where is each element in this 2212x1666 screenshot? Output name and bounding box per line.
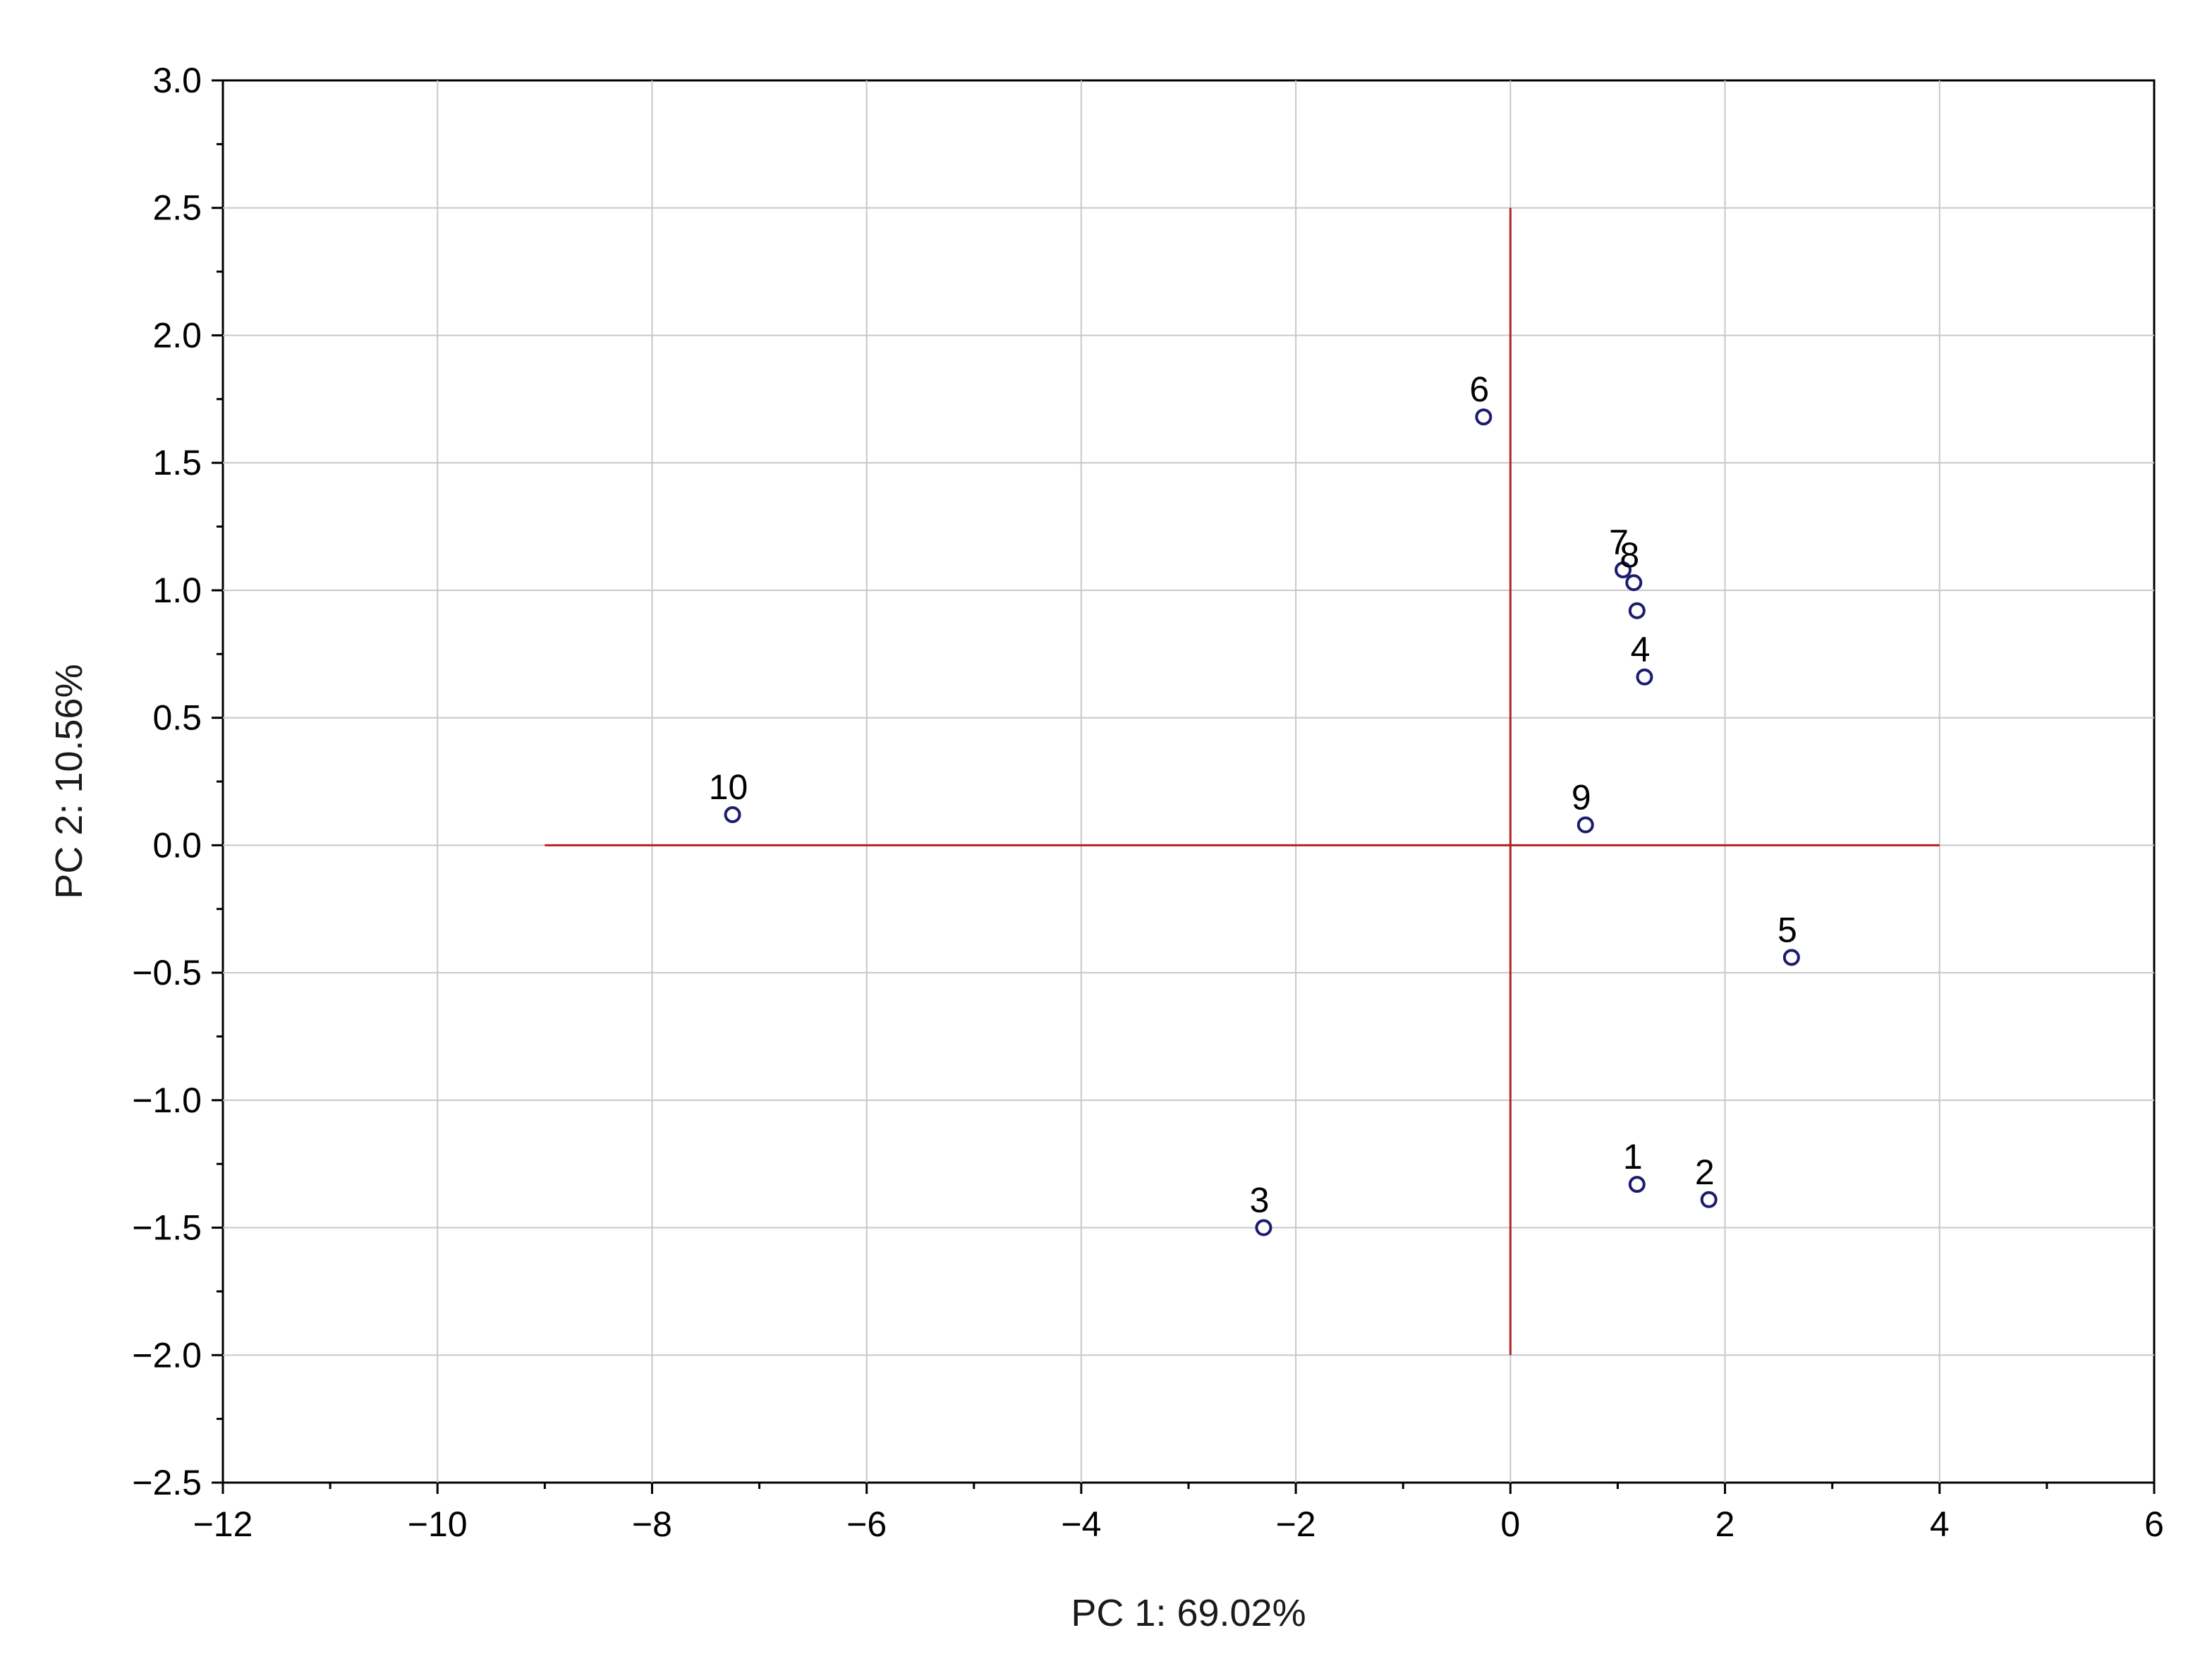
y-tick-label: 0.5	[152, 698, 202, 738]
scatter-point	[1625, 574, 1643, 592]
y-tick-label: 2.0	[152, 315, 202, 355]
y-tick-label: 2.5	[152, 188, 202, 228]
x-tick-label: −10	[408, 1504, 468, 1544]
scatter-point	[1636, 668, 1653, 686]
plot-frame	[221, 79, 2156, 1484]
y-tick-label: 1.0	[152, 571, 202, 610]
point-label: 5	[1778, 910, 1797, 949]
point-label: 6	[1469, 370, 1489, 409]
point-label: 10	[709, 767, 748, 807]
x-tick-label: −12	[193, 1504, 253, 1544]
y-tick-label: 1.5	[152, 443, 202, 482]
x-axis-title: PC 1: 69.02%	[1071, 1592, 1306, 1634]
x-tick-label: 0	[1500, 1504, 1520, 1544]
x-tick-label: −8	[632, 1504, 672, 1544]
x-tick-label: −2	[1276, 1504, 1316, 1544]
point-label: 4	[1631, 630, 1651, 669]
data-points: 1 2 3 4 5 6 78 9 10	[709, 370, 1800, 1236]
reference-lines	[545, 207, 1940, 1356]
point-label: 8	[1620, 535, 1639, 575]
y-tick-label: 3.0	[152, 61, 202, 100]
y-tick-label: −2.0	[132, 1335, 202, 1375]
scatter-point	[724, 805, 741, 823]
scatter-point	[1700, 1191, 1718, 1208]
x-tick-label: 2	[1715, 1504, 1735, 1544]
scatter-point	[1628, 602, 1646, 619]
scatter-point	[1255, 1219, 1272, 1236]
axis-ticks: −12 −10 −8 −6 −4 −2 0 2 4 6 −2.5 −2.0 −1.5 −1.0 −0.5 0.…	[132, 61, 2164, 1544]
y-tick-label: −1.5	[132, 1208, 202, 1248]
y-tick-label: −2.5	[132, 1463, 202, 1502]
scatter-point	[1782, 949, 1800, 966]
x-tick-label: −6	[846, 1504, 887, 1544]
y-tick-label: −0.5	[132, 953, 202, 992]
point-label: 3	[1250, 1181, 1270, 1220]
scatter-point	[1576, 816, 1594, 834]
y-tick-label: −1.0	[132, 1081, 202, 1120]
scatter-point	[1615, 561, 1632, 578]
x-tick-label: −4	[1061, 1504, 1101, 1544]
x-tick-label: 6	[2144, 1504, 2164, 1544]
point-label: 1	[1623, 1137, 1643, 1176]
scatter-point	[1475, 408, 1493, 426]
scatter-point	[1628, 1176, 1646, 1193]
point-label: 9	[1572, 777, 1591, 817]
y-axis-title: PC 2: 10.56%	[48, 664, 90, 899]
y-tick-label: 0.0	[152, 825, 202, 865]
x-tick-label: 4	[1930, 1504, 1950, 1544]
point-label: 2	[1695, 1153, 1715, 1192]
point-label: 7	[1609, 523, 1629, 562]
